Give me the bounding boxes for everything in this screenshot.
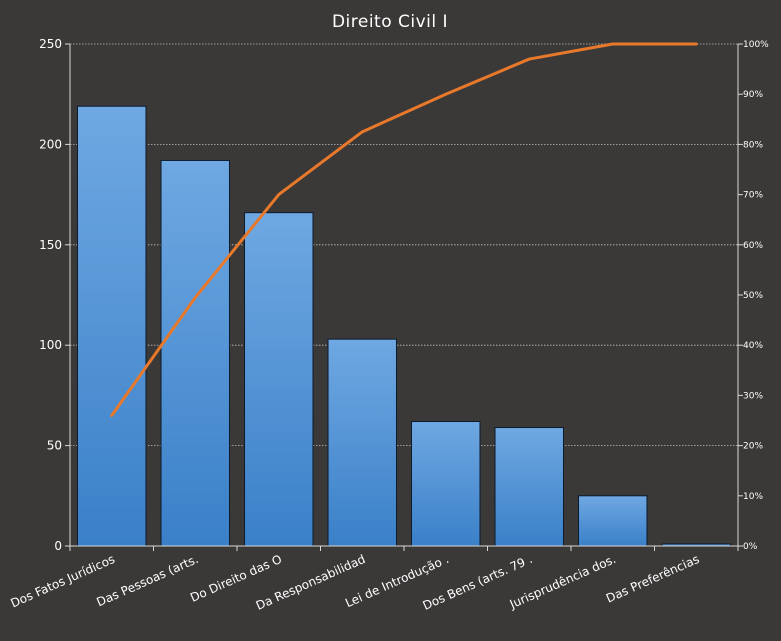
y2-tick-label: 70% <box>743 191 763 201</box>
bars <box>77 105 731 547</box>
y2-tick-label: 30% <box>743 391 763 401</box>
cumulative-line-path <box>110 42 698 417</box>
y2-tick-label: 60% <box>743 241 763 251</box>
axes <box>65 43 743 551</box>
y2-tick-label: 80% <box>743 140 763 150</box>
y2-tick-label: 40% <box>743 341 763 351</box>
y-tick-label: 250 <box>39 37 62 51</box>
bar <box>578 495 648 547</box>
y-tick-label: 100 <box>39 338 62 352</box>
y2-tick-label: 90% <box>743 90 763 100</box>
x-tick-label: Das Preferências <box>604 552 702 606</box>
y-tick-label: 0 <box>54 539 62 553</box>
cumulative-line <box>110 42 698 417</box>
bar <box>244 212 314 547</box>
bar <box>494 427 564 547</box>
y2-tick-label: 10% <box>743 492 763 502</box>
bar <box>411 421 481 547</box>
y2-tick-label: 20% <box>743 442 763 452</box>
y-tick-label: 50 <box>47 439 62 453</box>
y2-tick-label: 0% <box>743 542 758 552</box>
chart-title: Direito Civil I <box>332 12 448 32</box>
y2-tick-label: 50% <box>743 291 763 301</box>
bar <box>77 105 147 547</box>
y2-tick-label: 100% <box>743 40 769 50</box>
y-tick-label: 200 <box>39 137 62 151</box>
y-tick-label: 150 <box>39 238 62 252</box>
bar <box>160 159 230 547</box>
bar <box>327 338 397 547</box>
